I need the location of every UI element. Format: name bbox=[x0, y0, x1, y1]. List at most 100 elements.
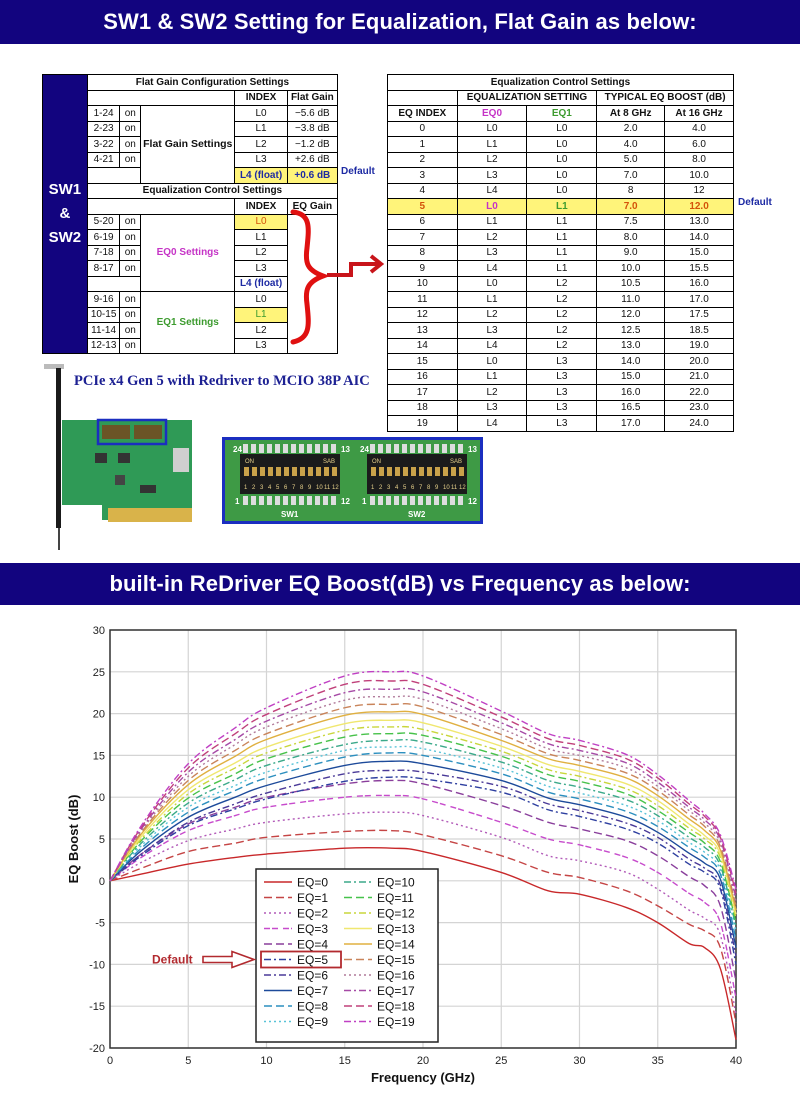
switch-state: on bbox=[119, 337, 142, 354]
svg-text:5: 5 bbox=[403, 485, 407, 491]
legend-label: EQ=4 bbox=[297, 938, 328, 952]
table-row: 9-16 on EQ1 Settings L0 bbox=[43, 291, 338, 354]
table-cell: 12.0 bbox=[664, 198, 734, 215]
legend-label: EQ=3 bbox=[297, 922, 328, 936]
table-row: SW1 & SW2 Flat Gain Configuration Settings bbox=[42, 74, 339, 354]
switch-pair: 9-16 bbox=[86, 291, 121, 308]
sw-settings-table: SW1 & SW2 Flat Gain Configuration Settings I… bbox=[42, 74, 339, 354]
eq-index-cell: 19 bbox=[387, 415, 458, 432]
series-line bbox=[109, 846, 737, 1040]
pcie-card-image bbox=[44, 364, 192, 550]
eq-control-title: Equalization Control Settings bbox=[86, 182, 339, 199]
table-row: 1 L1 L0 4.0 6.0 bbox=[387, 136, 734, 153]
svg-text:9: 9 bbox=[308, 485, 312, 491]
table-row: 19 L4 L3 17.0 24.0 bbox=[387, 415, 734, 432]
group-eq-boost: TYPICAL EQ BOOST (dB) bbox=[596, 89, 734, 106]
y-tick-label: -10 bbox=[89, 959, 105, 971]
table-row: 14 L4 L2 13.0 19.0 bbox=[387, 337, 734, 354]
table-cell: L2 bbox=[526, 306, 598, 323]
index-cell: L1 bbox=[234, 120, 288, 137]
table-row: 2-23 on L1 −3.8 dB bbox=[43, 120, 339, 137]
switch-state: on bbox=[119, 291, 142, 308]
eq-index-cell: 10 bbox=[387, 275, 458, 292]
table-row: 3-22 on L2 −1.2 dB bbox=[43, 136, 339, 153]
product-title: PCIe x4 Gen 5 with Redriver to MCIO 38P … bbox=[74, 373, 370, 389]
switch-state: on bbox=[119, 136, 142, 153]
svg-text:1: 1 bbox=[235, 497, 240, 506]
y-tick-label: 25 bbox=[93, 667, 105, 679]
table-row: 4 L4 L0 8 12 bbox=[387, 182, 734, 199]
series-line bbox=[109, 679, 737, 894]
svg-text:SW1: SW1 bbox=[281, 510, 299, 519]
flat-gain-value: −3.8 dB bbox=[286, 120, 339, 137]
y-tick-label: -20 bbox=[89, 1043, 105, 1055]
default-annotation: Default bbox=[152, 953, 193, 967]
svg-text:4: 4 bbox=[395, 485, 399, 491]
bracket-arrow-icon bbox=[290, 209, 385, 345]
series-line bbox=[109, 769, 737, 957]
legend-label: EQ=15 bbox=[377, 953, 415, 967]
table-cell: 16.5 bbox=[596, 399, 666, 416]
table-cell: 5.0 bbox=[596, 151, 666, 168]
table-cell: L3 bbox=[526, 399, 598, 416]
svg-text:24: 24 bbox=[360, 445, 369, 454]
table-cell bbox=[86, 275, 142, 292]
series-line bbox=[109, 703, 737, 907]
table-cell: L1 bbox=[456, 368, 528, 385]
table-cell: L0 bbox=[526, 136, 598, 153]
table-row: 17 L2 L3 16.0 22.0 bbox=[387, 384, 734, 401]
svg-text:1: 1 bbox=[362, 497, 367, 506]
col-index: INDEX bbox=[234, 198, 288, 215]
switch-pair: 10-15 bbox=[86, 306, 121, 323]
default-highlight-box bbox=[260, 950, 342, 969]
table-cell: L0 bbox=[456, 275, 528, 292]
eq-index-cell: 1 bbox=[387, 136, 458, 153]
table-cell: 10.0 bbox=[596, 260, 666, 277]
series-line bbox=[109, 725, 737, 919]
table-cell: 24.0 bbox=[664, 415, 734, 432]
svg-text:12: 12 bbox=[459, 485, 466, 491]
table-row: 12 L2 L2 12.0 17.5 bbox=[387, 306, 734, 323]
table-row: 8 L3 L1 9.0 15.0 bbox=[387, 244, 734, 261]
table-cell: 15.0 bbox=[596, 368, 666, 385]
legend-label: EQ=12 bbox=[377, 907, 415, 921]
index-cell: L2 bbox=[234, 244, 288, 261]
svg-text:12: 12 bbox=[332, 485, 339, 491]
table-cell: 17.0 bbox=[596, 415, 666, 432]
svg-text:8: 8 bbox=[427, 485, 431, 491]
svg-text:4: 4 bbox=[268, 485, 272, 491]
bottom-banner: built-in ReDriver EQ Boost(dB) vs Freque… bbox=[0, 563, 800, 605]
table-row: 4-21 on L3 +2.6 dB bbox=[43, 151, 339, 168]
y-tick-label: 20 bbox=[93, 709, 105, 721]
x-tick-label: 30 bbox=[573, 1055, 585, 1067]
switch-pair: 8-17 bbox=[86, 260, 121, 277]
eq-index-cell: 14 bbox=[387, 337, 458, 354]
flat-gain-value: −1.2 dB bbox=[286, 136, 339, 153]
table-cell bbox=[86, 167, 142, 184]
series-line bbox=[109, 670, 737, 890]
table-cell: 14.0 bbox=[664, 229, 734, 246]
table-cell: L2 bbox=[526, 322, 598, 339]
legend-label: EQ=2 bbox=[297, 907, 328, 921]
legend-label: EQ=13 bbox=[377, 922, 415, 936]
series-line bbox=[109, 738, 737, 927]
x-tick-label: 20 bbox=[417, 1055, 429, 1067]
series-line bbox=[109, 760, 737, 948]
table-row: 18 L3 L3 16.5 23.0 bbox=[387, 399, 734, 416]
flat-gain-title: Flat Gain Configuration Settings bbox=[86, 74, 339, 91]
table-cell: L3 bbox=[526, 353, 598, 370]
series-line bbox=[109, 687, 737, 898]
table-cell: 7.0 bbox=[596, 167, 666, 184]
table-row: 0 L0 L0 2.0 4.0 bbox=[387, 120, 734, 137]
switch-pair: 6-19 bbox=[86, 229, 121, 246]
eq-index-cell: 3 bbox=[387, 167, 458, 184]
index-cell: L3 bbox=[234, 151, 288, 168]
switch-pair: 12-13 bbox=[86, 337, 121, 354]
table-cell: L1 bbox=[456, 213, 528, 230]
legend-label: EQ=16 bbox=[377, 969, 415, 983]
table-cell: L4 bbox=[456, 415, 528, 432]
table-cell: L0 bbox=[526, 120, 598, 137]
eq-index-cell: 6 bbox=[387, 213, 458, 230]
table-cell: L0 bbox=[456, 198, 528, 215]
